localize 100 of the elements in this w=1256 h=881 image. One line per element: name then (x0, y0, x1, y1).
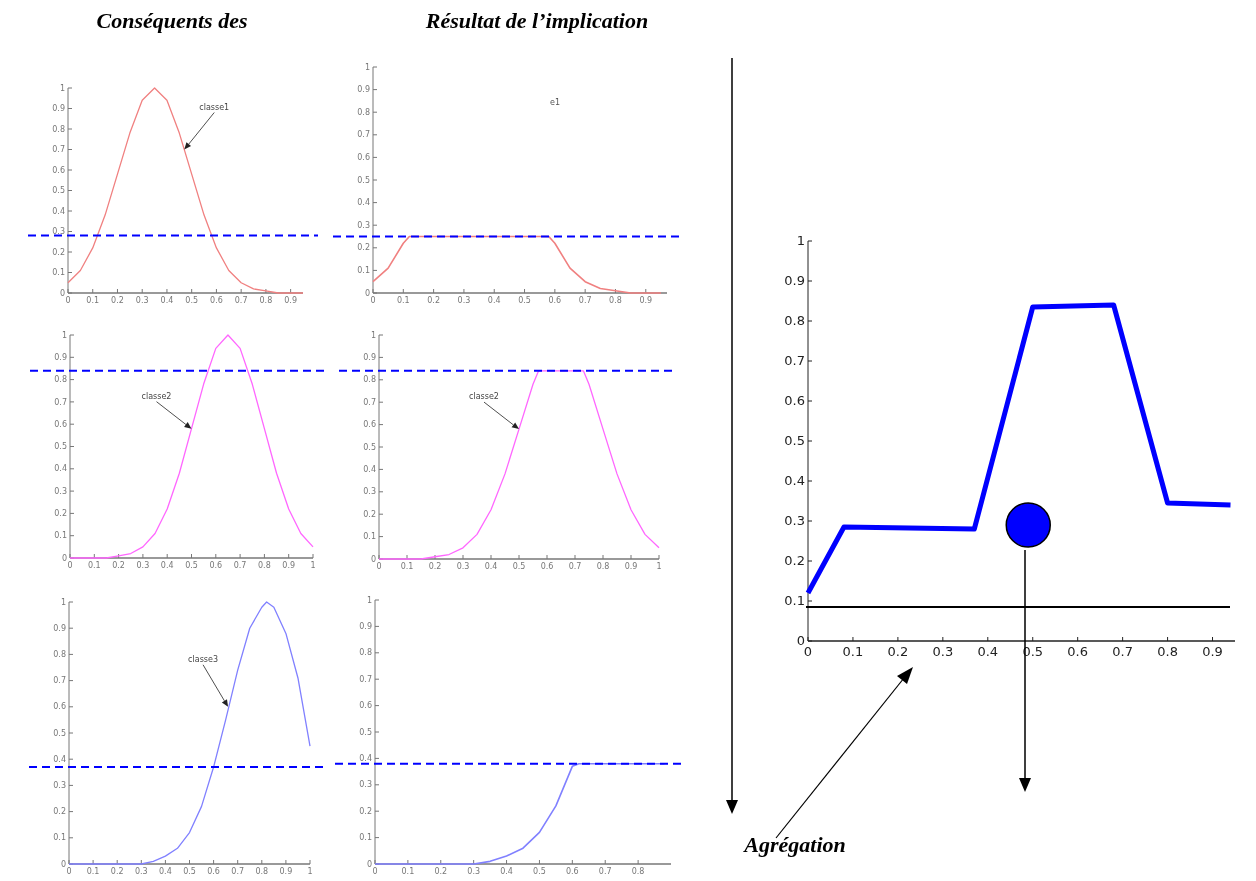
y-tick-label: 0.8 (52, 124, 65, 134)
x-tick-label: 0.3 (467, 867, 481, 876)
y-tick-label: 0.2 (52, 247, 65, 257)
x-tick-label: 0.5 (512, 562, 526, 571)
x-tick-label: 1 (656, 562, 662, 571)
x-tick-label: 0.7 (234, 296, 248, 305)
y-tick-label: 0.7 (357, 130, 370, 140)
y-tick-label: 0.6 (363, 420, 376, 430)
y-tick-label: 1 (60, 597, 66, 607)
y-tick-label: 0.9 (359, 622, 372, 632)
x-tick-label: 0.8 (255, 867, 269, 876)
y-tick-label: 0.8 (54, 375, 67, 385)
x-tick-label: 0.3 (135, 296, 149, 305)
y-tick-label: 0.3 (784, 513, 805, 529)
y-tick-label: 0.3 (357, 220, 370, 230)
y-tick-label: 0.4 (54, 464, 67, 474)
y-tick-label: 0.2 (357, 243, 370, 253)
x-tick-label: 0.1 (86, 296, 100, 305)
y-tick-label: 0.4 (52, 206, 65, 216)
y-tick-label: 0.9 (52, 104, 65, 114)
y-tick-label: 0.5 (54, 442, 67, 452)
x-tick-label: 0.3 (932, 644, 954, 659)
x-tick-label: 0.5 (183, 867, 196, 876)
y-tick-label: 0.9 (357, 85, 370, 95)
y-tick-label: 0.2 (363, 509, 376, 519)
x-tick-label: 0.9 (1202, 644, 1223, 659)
y-tick-label: 0.9 (363, 353, 376, 363)
x-tick-label: 0.4 (160, 296, 174, 305)
x-tick-label: 0.9 (279, 867, 293, 876)
x-tick-label: 0.4 (500, 867, 513, 876)
y-tick-label: 1 (370, 330, 376, 340)
y-tick-label: 0.6 (359, 701, 372, 711)
y-tick-label: 0.5 (357, 175, 370, 185)
x-tick-label: 0 (376, 562, 382, 571)
x-tick-label: 0.1 (400, 562, 414, 571)
y-tick-label: 0.2 (54, 509, 67, 519)
annotation: classe3 (188, 654, 218, 664)
y-tick-label: 0.5 (359, 727, 372, 737)
x-tick-label: 0.7 (233, 561, 247, 570)
y-tick-label: 0.6 (357, 153, 370, 163)
annotation: classe2 (141, 391, 172, 401)
x-tick-label: 0.8 (1157, 644, 1178, 659)
y-tick-label: 0 (796, 633, 805, 649)
y-tick-label: 0.3 (53, 781, 66, 791)
y-tick-label: 0.4 (359, 754, 372, 764)
x-tick-label: 0.7 (1112, 644, 1133, 659)
y-tick-label: 0.7 (784, 353, 805, 369)
x-tick-label: 0.2 (427, 296, 440, 305)
y-tick-label: 0.2 (53, 807, 66, 817)
y-tick-label: 0.7 (363, 397, 376, 407)
x-tick-label: 0.5 (518, 296, 531, 305)
x-tick-label: 0.1 (401, 867, 415, 876)
x-tick-label: 0.7 (568, 562, 582, 571)
x-tick-label: 0.1 (87, 561, 101, 570)
y-tick-label: 0.9 (784, 273, 805, 289)
annotation: classe1 (199, 102, 230, 112)
y-tick-label: 0.6 (54, 419, 67, 429)
x-tick-label: 0.6 (209, 561, 223, 570)
y-tick-label: 0.8 (784, 313, 805, 329)
y-tick-label: 0.1 (53, 833, 66, 843)
x-tick-label: 0.9 (284, 296, 297, 305)
y-tick-label: 0.3 (359, 780, 372, 790)
x-tick-label: 0.2 (110, 867, 124, 876)
y-tick-label: 0.9 (54, 352, 67, 362)
y-tick-label: 1 (61, 330, 67, 340)
annotation: classe2 (469, 392, 499, 402)
x-tick-label: 0.2 (428, 562, 442, 571)
x-tick-label: 0.7 (231, 867, 245, 876)
y-tick-label: 0.1 (363, 532, 376, 542)
x-tick-label: 0.9 (282, 561, 296, 570)
y-tick-label: 1 (366, 595, 372, 605)
y-tick-label: 0.1 (357, 266, 370, 276)
x-tick-label: 0.8 (259, 296, 273, 305)
y-tick-label: 0.4 (784, 473, 805, 489)
x-tick-label: 0.1 (842, 644, 864, 659)
x-tick-label: 0.4 (977, 644, 999, 659)
y-tick-label: 0.3 (54, 486, 67, 496)
y-tick-label: 0.3 (363, 487, 376, 497)
x-tick-label: 0.4 (159, 867, 172, 876)
x-tick-label: 0.6 (548, 296, 562, 305)
x-tick-label: 0.8 (631, 867, 645, 876)
x-tick-label: 0.1 (396, 296, 410, 305)
y-tick-label: 0.5 (784, 433, 805, 449)
y-tick-label: 0.1 (784, 593, 805, 609)
x-tick-label: 0 (67, 561, 73, 570)
y-tick-label: 0.7 (54, 397, 67, 407)
y-tick-label: 0.5 (363, 442, 376, 452)
y-tick-label: 0.9 (53, 623, 66, 633)
annotation: e1 (549, 98, 561, 107)
y-tick-label: 0.1 (52, 268, 65, 278)
x-tick-label: 0.6 (1067, 644, 1089, 659)
y-tick-label: 0.2 (359, 806, 372, 816)
y-tick-label: 1 (796, 233, 805, 249)
x-tick-label: 0.4 (160, 561, 174, 570)
y-tick-label: 0.6 (52, 165, 65, 175)
y-tick-label: 0.6 (784, 393, 805, 409)
x-tick-label: 0.6 (210, 296, 223, 305)
x-tick-label: 0.9 (639, 296, 653, 305)
x-tick-label: 0.6 (565, 867, 579, 876)
x-tick-label: 0.3 (456, 562, 470, 571)
